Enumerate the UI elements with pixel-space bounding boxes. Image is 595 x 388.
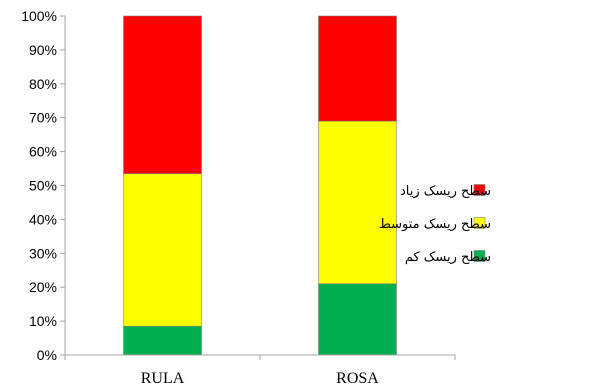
legend-swatch [473,217,486,229]
bar-segment-rula-1 [123,173,202,327]
y-tick-label: 80% [29,76,57,92]
y-tick-label: 30% [29,245,57,261]
bar-segment-rosa-1 [318,120,397,285]
bar-segment-rosa-2 [318,15,397,122]
bar-segment-rula-2 [123,15,202,174]
y-axis-ticks: 0% 10% 20% 30% 40% 50% 60% 70% 80% 90% 100% [21,8,456,363]
legend-label: سطح ریسک زیاد [400,184,491,199]
legend-swatch [473,184,486,196]
legend-label: سطح ریسک کم [405,250,491,265]
y-tick-label: 70% [29,110,57,126]
legend-swatch [473,250,486,262]
y-tick-label: 40% [29,211,57,227]
y-tick-label: 0% [37,347,57,363]
legend-label: سطح ریسک متوسط [379,217,491,232]
y-tick-label: 60% [29,144,57,160]
bar-segment-rula-0 [123,325,202,356]
bar-segment-rosa-0 [318,283,397,356]
y-tick-label: 10% [29,313,57,329]
legend: سطح ریسک زیاد سطح ریسک متوسط سطح ریسک کم [379,184,491,265]
y-tick-label: 90% [29,42,57,58]
bars [123,15,397,356]
y-tick-label: 50% [29,178,57,194]
y-tick-label: 20% [29,279,57,295]
y-tick-label: 100% [21,8,57,24]
x-category-label: ROSA [336,370,379,387]
x-axis-labels: RULA ROSA [141,370,380,387]
x-category-label: RULA [141,370,185,387]
